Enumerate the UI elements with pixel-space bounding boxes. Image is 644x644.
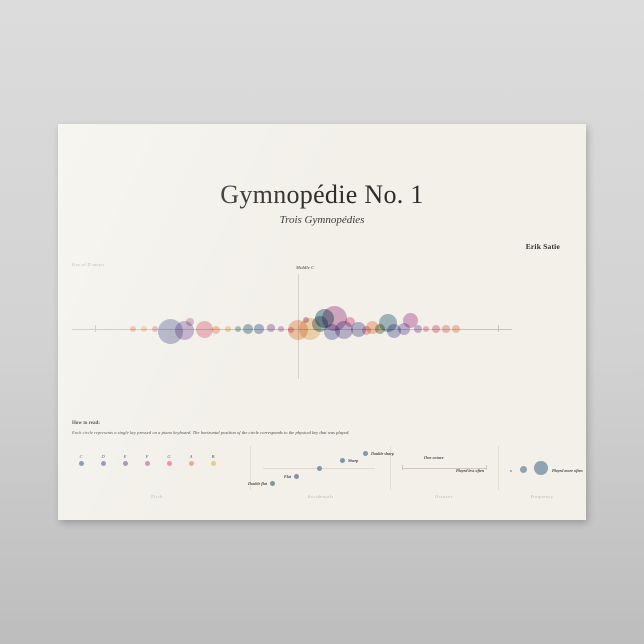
legend-pitch-item-E: E — [118, 454, 132, 466]
pitch-letter: D — [101, 454, 105, 459]
pitch-swatch — [210, 461, 216, 466]
pitch-swatch — [122, 461, 128, 466]
accidental-dot-1 — [294, 474, 299, 479]
legend-pitch-item-C: C — [74, 454, 88, 466]
accidental-label-4: Double sharp — [371, 450, 394, 456]
note-bubble — [186, 318, 194, 326]
poster-sheet: Gymnopédie No. 1 Trois Gymnopédies Erik … — [58, 124, 586, 520]
legend-pitch-caption: Pitch — [151, 494, 163, 499]
legend-frequency-caption: Frequency — [530, 494, 554, 499]
accidental-label-1: Flat — [283, 473, 291, 479]
note-bubble — [422, 325, 430, 333]
note-bubble — [345, 317, 355, 327]
key-signature-label: Key of D major — [72, 262, 105, 267]
pitch-letter: A — [189, 454, 193, 459]
note-bubble — [242, 323, 254, 335]
note-bubble — [225, 326, 231, 332]
page-subtitle: Trois Gymnopédies — [279, 214, 365, 226]
note-bubble — [130, 326, 136, 332]
pitch-letter: C — [79, 454, 83, 459]
note-bubble — [234, 325, 242, 333]
octave-tick — [95, 325, 96, 332]
accidental-label-3: Sharp — [348, 457, 359, 463]
frequency-low-label: Played less often — [456, 468, 485, 473]
legend-pitch-item-D: D — [96, 454, 110, 466]
octave-tick-start — [402, 465, 403, 470]
pitch-swatch — [78, 461, 84, 466]
octave-scale-rule — [402, 468, 486, 469]
pitch-letter: F — [145, 454, 149, 459]
how-to-read-body: Each circle represents a single key pres… — [72, 430, 350, 435]
legend-octaves-caption: Octaves — [435, 494, 453, 499]
how-to-read-heading: How to read: — [72, 421, 100, 426]
note-bubble — [211, 325, 221, 335]
frequency-dot-l — [534, 461, 548, 475]
legend-pitch-item-A: A — [184, 454, 198, 466]
frequency-dot-xs — [510, 470, 513, 473]
pitch-letter: E — [123, 454, 127, 459]
one-octave-label: One octave — [424, 455, 444, 460]
frequency-dot-m — [520, 466, 527, 473]
page-title: Gymnopédie No. 1 — [220, 180, 424, 209]
note-bubble — [151, 325, 159, 333]
legend-accidentals-caption: Accidentals — [307, 494, 334, 499]
note-bubble — [140, 325, 148, 333]
accidental-dot-4 — [363, 451, 368, 456]
note-bubble — [278, 326, 284, 332]
pitch-swatch — [144, 461, 150, 466]
octave-tick-end — [486, 465, 487, 470]
middle-c-label: Middle C — [296, 265, 315, 270]
note-bubble — [402, 312, 418, 328]
legend-pitch-item-F: F — [140, 454, 154, 466]
note-bubble — [375, 324, 385, 334]
composer-byline: Erik Satie — [525, 242, 560, 251]
note-bubble-field — [58, 124, 586, 520]
note-bubble — [387, 324, 401, 338]
note-bubble — [303, 317, 309, 323]
note-bubble — [442, 325, 450, 333]
legend-pitch-item-B: B — [206, 454, 220, 466]
note-bubble — [267, 324, 275, 332]
note-bubble — [451, 324, 461, 334]
accidental-label-0: Double flat — [248, 480, 267, 486]
octave-tick — [498, 325, 499, 332]
note-bubble — [414, 325, 422, 333]
legend-divider — [498, 446, 499, 490]
accidental-dot-2 — [317, 466, 322, 471]
accidental-dot-0 — [270, 481, 275, 486]
note-bubble — [195, 320, 213, 338]
pitch-letter: B — [211, 454, 215, 459]
pitch-swatch — [166, 461, 172, 466]
pitch-swatch — [100, 461, 106, 466]
legend-divider — [250, 446, 251, 490]
pitch-letter: G — [167, 454, 171, 459]
frequency-high-label: Played more often — [552, 468, 583, 473]
legend-pitch-item-G: G — [162, 454, 176, 466]
legend-divider — [390, 446, 391, 490]
pitch-swatch — [188, 461, 194, 466]
accidental-dot-3 — [340, 458, 345, 463]
note-bubble — [254, 324, 264, 334]
note-bubble — [432, 325, 440, 333]
